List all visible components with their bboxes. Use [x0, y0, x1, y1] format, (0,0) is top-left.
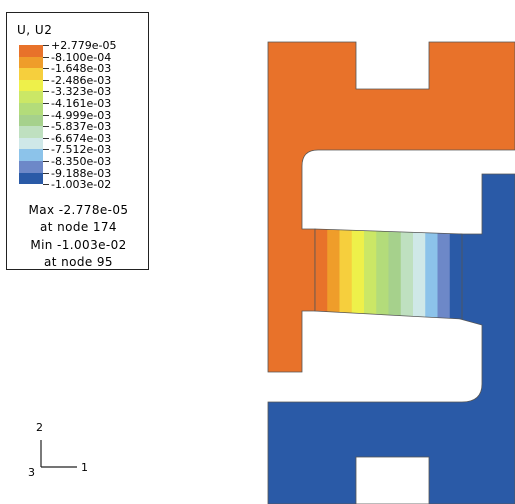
strip-band: [437, 233, 451, 319]
legend-value-label: -8.350e-03: [51, 155, 112, 168]
legend-value-label: -1.003e-02: [51, 178, 112, 192]
legend-tick: [43, 56, 49, 58]
legend-swatch: [19, 172, 43, 185]
legend-value-label: -4.999e-03: [51, 108, 112, 122]
strip-band: [400, 231, 414, 317]
legend-value-label: -4.161e-03: [51, 97, 112, 110]
legend-swatch: [19, 56, 43, 69]
legend-swatch: [19, 137, 43, 150]
strip-band: [339, 229, 353, 313]
legend-value-label: -8.100e-04: [51, 50, 112, 64]
legend-value-label: -6.674e-03: [51, 131, 112, 145]
legend-value-label: -5.837e-03: [51, 120, 112, 134]
legend-value-label: -3.323e-03: [51, 85, 112, 99]
strip-band: [327, 229, 340, 313]
axis-triad: [40, 440, 77, 468]
strip-outline: [314, 228, 463, 320]
legend-swatch: [19, 45, 43, 57]
legend-tick: [43, 172, 49, 174]
deformation-strip: [314, 228, 463, 320]
legend-swatch: [19, 102, 43, 115]
legend-title: U, U2: [17, 23, 53, 37]
legend-tick: [43, 79, 49, 81]
legend-value-label: -9.188e-03: [51, 166, 112, 180]
strip-band: [413, 232, 426, 317]
strip-band: [388, 231, 402, 316]
legend-swatch: [19, 149, 43, 161]
legend-tick: [43, 103, 49, 104]
legend-tick: [43, 161, 49, 162]
axis-label-3: 3: [28, 466, 35, 479]
legend-swatch: [19, 114, 43, 127]
legend-swatch: [19, 68, 43, 80]
legend-tick: [43, 91, 49, 93]
strip-band: [351, 230, 365, 314]
lower-part-slot: [355, 456, 430, 504]
contour-legend: U, U2 +2.779e-05 -8.100e-04 -1.648e-03 -2.4…: [6, 12, 149, 270]
legend-tick: [43, 45, 49, 46]
legend-tick: [43, 184, 49, 186]
legend-value-label: -2.486e-03: [51, 73, 112, 87]
legend-swatch: [19, 160, 43, 173]
legend-swatch: [19, 79, 43, 92]
min-value-label: Min -1.003e-02: [30, 238, 127, 252]
legend-tick: [43, 114, 49, 116]
lower-part: [267, 173, 515, 504]
legend-color-bar: [19, 45, 43, 185]
legend-tick: [43, 149, 49, 151]
legend-tick: [43, 68, 49, 70]
legend-tick: [43, 126, 49, 128]
legend-value-label: -1.648e-03: [51, 62, 112, 76]
axis-label-1: 1: [81, 461, 88, 474]
legend-swatch: [19, 91, 43, 103]
legend-tick: [43, 137, 49, 139]
max-value-label: Max -2.778e-05: [28, 203, 129, 217]
axis-label-2: 2: [36, 421, 43, 434]
strip-band: [376, 231, 389, 315]
legend-value-label: -7.512e-03: [51, 143, 112, 157]
min-node-label: at node 95: [44, 255, 113, 269]
legend-value-label: +2.779e-05: [51, 39, 117, 52]
strip-band: [364, 230, 377, 315]
strip-band: [425, 232, 438, 318]
max-node-label: at node 174: [40, 220, 117, 234]
legend-swatch: [19, 126, 43, 138]
strip-band: [315, 229, 328, 312]
strip-band: [449, 233, 463, 319]
